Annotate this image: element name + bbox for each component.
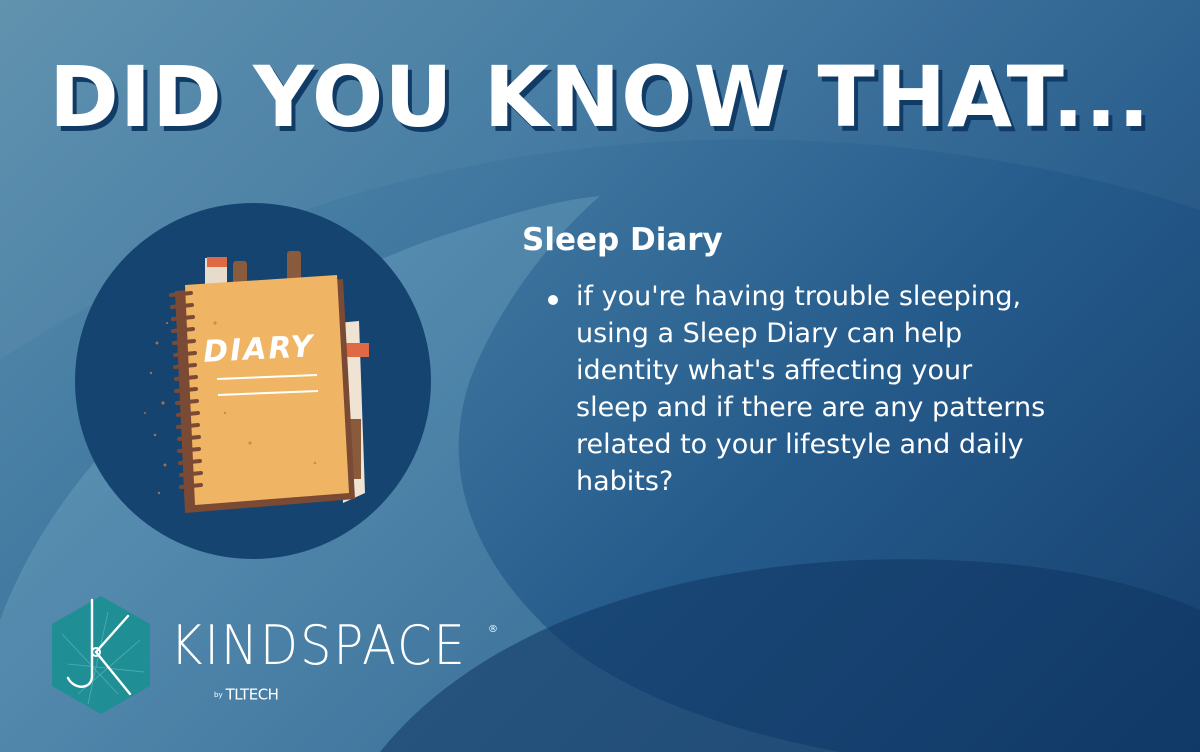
headline: DID YOU KNOW THAT... xyxy=(49,48,1151,146)
bullet-dot-icon xyxy=(548,295,558,305)
brand-name: KINDSPACE xyxy=(170,614,467,677)
byline-by: by xyxy=(214,690,223,699)
diary-illustration: DIARY xyxy=(75,203,431,559)
bullet-item: if you're having trouble sleeping, using… xyxy=(522,278,1082,500)
diary-notebook-icon: DIARY xyxy=(144,251,369,513)
bullet-list: if you're having trouble sleeping, using… xyxy=(522,278,1082,500)
section-heading: Sleep Diary xyxy=(522,222,723,258)
content-panel: Sleep Diary if you're having trouble sle… xyxy=(522,222,1082,500)
registered-mark: ® xyxy=(488,624,498,635)
bullet-text: if you're having trouble sleeping, using… xyxy=(576,281,1046,497)
kindspace-hexagon-logo-icon xyxy=(52,596,150,714)
brand-byline: by TLTECH xyxy=(214,684,279,704)
kindspace-logo: KINDSPACE ® by TLTECH xyxy=(48,594,508,718)
byline-company: TLTECH xyxy=(225,685,279,704)
diary-cover-label: DIARY xyxy=(202,329,316,370)
